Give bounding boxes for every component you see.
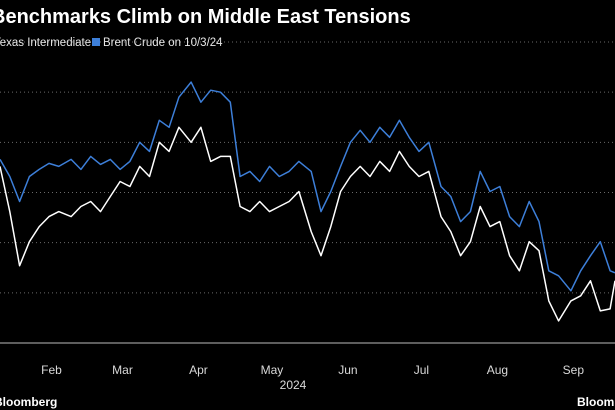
- x-tick-label: Sep: [563, 363, 585, 377]
- logo: Bloomberg: [577, 395, 615, 409]
- x-axis-label: 2024: [280, 378, 307, 392]
- legend-swatch: [92, 38, 100, 46]
- x-tick-label: Apr: [189, 363, 208, 377]
- series-line: [0, 81, 615, 292]
- x-tick-label: Jul: [414, 363, 429, 377]
- x-tick-label: May: [261, 363, 284, 377]
- x-tick-label: Mar: [112, 363, 133, 377]
- x-tick-label: Aug: [487, 363, 508, 377]
- x-tick-label: Jun: [338, 363, 357, 377]
- x-tick-label: Feb: [41, 363, 62, 377]
- series-line: [0, 126, 615, 322]
- chart-title: Benchmarks Climb on Middle East Tensions: [0, 6, 411, 28]
- legend-label: West Texas Intermediate: [0, 37, 91, 49]
- source: Bloomberg: [0, 395, 57, 409]
- legend-label: Brent Crude on 10/3/24: [103, 37, 223, 49]
